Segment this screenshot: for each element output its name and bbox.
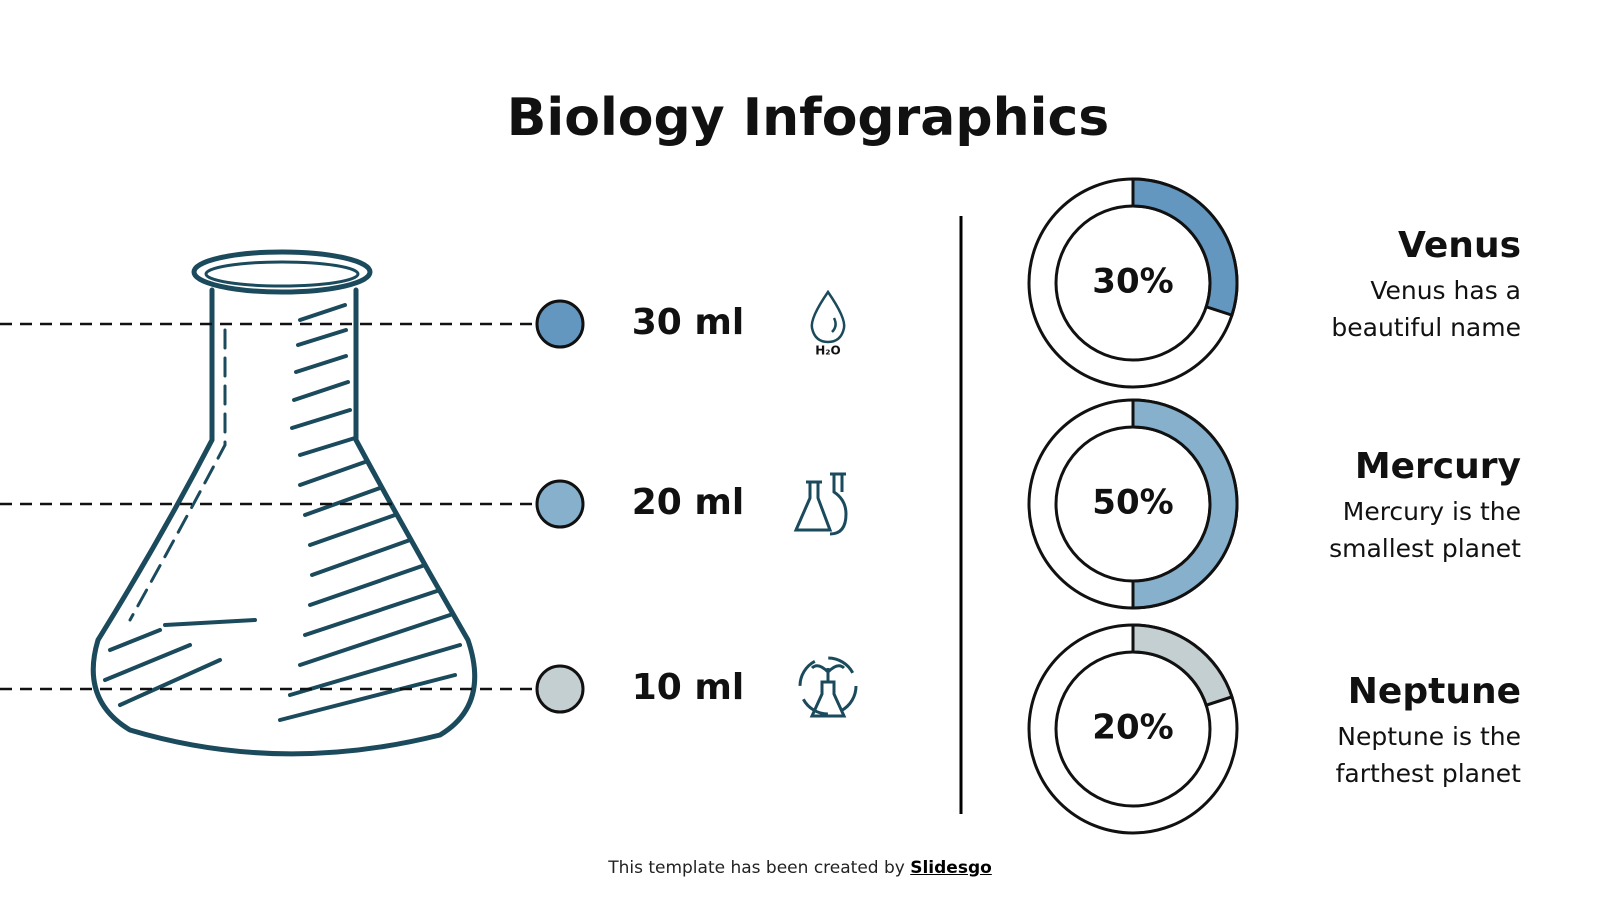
planet-description: farthest planet [1336, 759, 1522, 788]
measurement-label: 20 ml [632, 482, 744, 523]
marker-dot [535, 479, 585, 529]
planet-description: smallest planet [1329, 534, 1521, 563]
planet-name: Mercury [1355, 446, 1521, 487]
icon-water [810, 289, 846, 344]
title: Biology Infographics [507, 88, 1109, 148]
measurement-label: 30 ml [632, 302, 744, 343]
donut-arc [1131, 398, 1239, 610]
footer-text: This template has been created by [608, 858, 905, 878]
icon-flasks [793, 472, 848, 536]
donut-label: 20% [1092, 708, 1173, 748]
planet-description: Mercury is the [1343, 497, 1521, 526]
marker-dot [535, 664, 585, 714]
planet-description: beautiful name [1331, 313, 1521, 342]
icon-label: H₂O [815, 344, 841, 358]
footer: This template has been created by Slides… [0, 858, 1600, 878]
footer-link[interactable]: Slidesgo [910, 858, 992, 878]
donut-label: 50% [1092, 483, 1173, 523]
donut-arc [1131, 177, 1239, 318]
flask-illustration [90, 249, 478, 757]
marker-dot [535, 299, 585, 349]
donut-arc [1131, 623, 1234, 708]
measurement-label: 10 ml [632, 667, 744, 708]
planet-description: Venus has a [1370, 276, 1521, 305]
planet-name: Neptune [1348, 671, 1521, 712]
donut-label: 30% [1092, 262, 1173, 302]
icon-plant-flask [798, 656, 858, 718]
planet-description: Neptune is the [1337, 722, 1521, 751]
planet-name: Venus [1398, 225, 1521, 266]
